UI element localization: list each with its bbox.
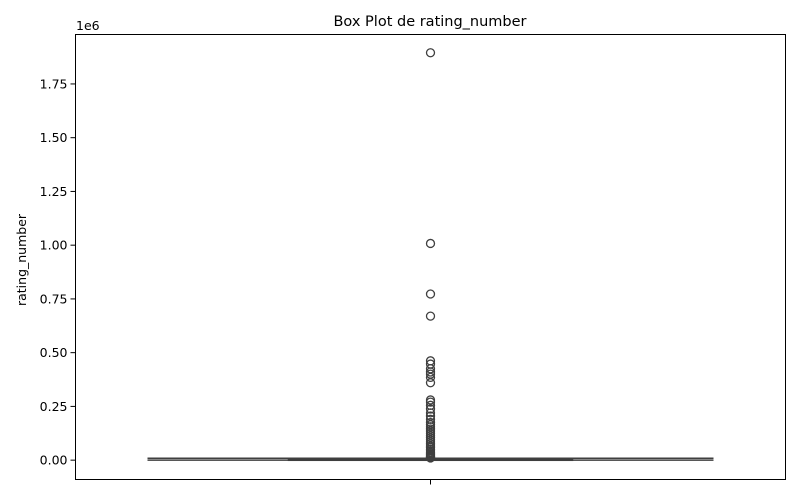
y-tick-label: 0.75 [40,291,68,306]
outlier-point [425,453,436,463]
outlier-point [425,372,436,383]
outlier-point [425,378,436,388]
outlier-point [425,48,436,58]
outlier-point [425,289,436,299]
outlier-point [425,408,436,418]
outlier-point [425,238,436,249]
y-tick-label: 1.50 [40,130,68,145]
y-tick-label: 1.00 [40,238,68,253]
y-tick-label: 1.75 [40,76,68,91]
y-tick-label: 0.25 [40,399,68,414]
plot-area [147,48,714,463]
outlier-point [425,404,436,414]
chart-title: Box Plot de rating_number [333,14,526,30]
y-tick-label: 1.25 [40,184,68,199]
y-axis-offset-label: 1e6 [76,18,100,33]
outlier-point [425,397,436,407]
y-tick-label: 0.00 [40,453,68,468]
y-axis-ticks: 0.00 0.25 0.50 0.75 1.00 1.25 1.50 1.75 [40,76,76,468]
y-tick-label: 0.50 [40,345,68,360]
outlier-point [425,311,436,321]
y-axis-label: rating_number [14,213,29,306]
